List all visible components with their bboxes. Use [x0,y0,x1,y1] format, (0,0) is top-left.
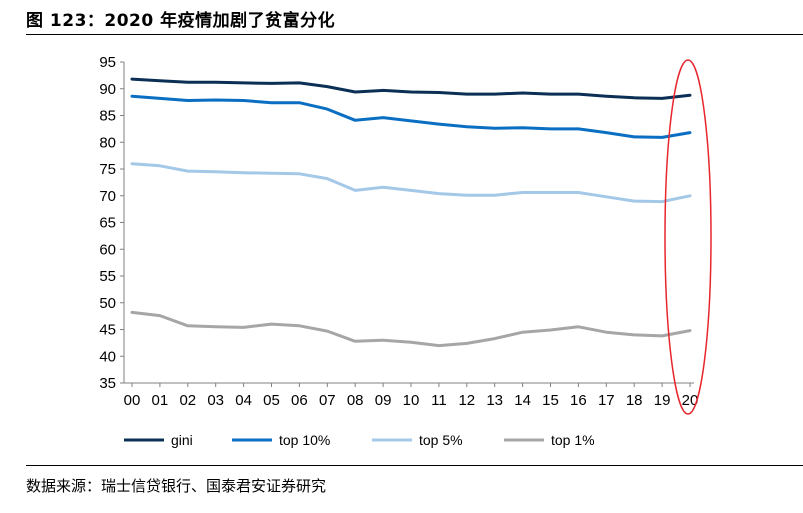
x-tick-label: 15 [542,392,559,409]
y-tick-label: 80 [99,134,116,151]
highlight-ellipse [664,59,712,415]
line-chart: 35 40 45 50 55 60 65 70 75 80 85 90 95 00 01 02 03 04 05 06… [99,54,712,448]
y-tick-label: 65 [99,215,116,232]
x-tick-label: 06 [291,392,308,409]
chart-annotation [664,59,712,415]
chart-series [130,77,692,348]
y-tick-label: 70 [99,188,116,205]
y-tick-label: 95 [99,54,116,71]
x-tick-label: 02 [179,392,196,409]
y-tick-label: 50 [99,295,116,312]
y-tick-label: 85 [99,108,116,125]
x-tick-label: 01 [152,392,169,409]
x-tick-label: 17 [598,392,615,409]
x-tick-label: 16 [570,392,587,409]
y-tick-label: 75 [99,161,116,178]
y-tick-label: 40 [99,348,116,365]
data-source-note: 数据来源：瑞士信贷银行、国泰君安证券研究 [26,477,327,495]
x-tick-label: 14 [514,392,531,409]
x-tick-label: 00 [124,392,141,409]
y-tick-label: 35 [99,375,116,392]
legend-label-top-10-: top 10% [279,432,330,448]
x-tick-label: 04 [235,392,252,409]
x-tick-label: 19 [654,392,671,409]
chart-axes: 35 40 45 50 55 60 65 70 75 80 85 90 95 00 01 02 03 04 05 06… [99,54,698,409]
legend-label-top-1-: top 1% [551,432,595,448]
legend-label-top-5-: top 5% [419,432,463,448]
y-tick-label: 55 [99,268,116,285]
x-tick-label: 05 [263,392,280,409]
y-tick-label: 60 [99,241,116,258]
x-tick-label: 07 [319,392,336,409]
x-tick-label: 09 [375,392,392,409]
series-line-gini [130,77,692,100]
x-tick-label: 18 [626,392,643,409]
x-tick-label: 08 [347,392,364,409]
y-tick-label: 90 [99,81,116,98]
x-tick-label: 20 [682,392,699,409]
series-line-top-10- [130,94,692,139]
x-tick-label: 03 [207,392,224,409]
x-tick-label: 13 [486,392,503,409]
series-line-top-5- [130,162,692,204]
x-tick-label: 11 [431,392,447,409]
chart-legend: gini top 10% top 5% top 1% [124,432,595,448]
chart-title: 图 123：2020 年疫情加剧了贫富分化 [26,11,336,31]
x-tick-label: 12 [458,392,475,409]
series-line-top-1- [130,310,692,348]
title-divider [26,34,803,35]
footer-divider [26,465,803,466]
legend-label-gini: gini [171,432,193,448]
x-tick-label: 10 [403,392,420,409]
y-tick-label: 45 [99,322,116,339]
